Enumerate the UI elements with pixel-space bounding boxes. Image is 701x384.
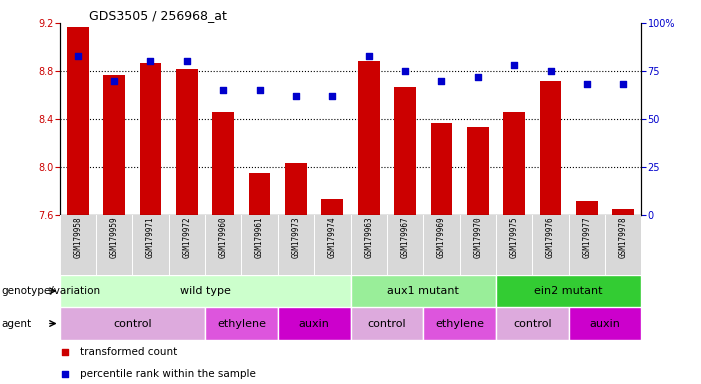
Text: GSM179963: GSM179963 [365, 217, 373, 258]
Bar [350, 275, 496, 307]
Text: aux1 mutant: aux1 mutant [387, 286, 459, 296]
Bar [467, 127, 489, 215]
Text: control: control [113, 318, 151, 329]
Text: GSM179971: GSM179971 [146, 217, 155, 258]
Bar [613, 209, 634, 215]
Text: GSM179969: GSM179969 [437, 217, 446, 258]
Bar [321, 199, 343, 215]
Bar [60, 275, 350, 307]
Bar [350, 307, 423, 340]
Bar [540, 81, 562, 215]
Bar [176, 69, 198, 215]
Point [72, 53, 83, 59]
Text: GSM179960: GSM179960 [219, 217, 228, 258]
Point [290, 93, 301, 99]
Text: auxin: auxin [299, 318, 329, 329]
Point [400, 68, 411, 74]
Bar [139, 63, 161, 215]
Bar [103, 74, 125, 215]
Text: GSM179974: GSM179974 [328, 217, 336, 258]
Point [618, 81, 629, 88]
Point [436, 78, 447, 84]
Bar [358, 61, 380, 215]
Point [145, 58, 156, 65]
Text: GSM179975: GSM179975 [510, 217, 519, 258]
Text: control: control [513, 318, 552, 329]
Point [363, 53, 374, 59]
Text: percentile rank within the sample: percentile rank within the sample [80, 369, 256, 379]
Text: GSM179967: GSM179967 [400, 217, 409, 258]
Text: GSM179978: GSM179978 [619, 217, 627, 258]
Text: ein2 mutant: ein2 mutant [534, 286, 603, 296]
Bar [278, 307, 350, 340]
Point [60, 371, 71, 377]
Text: GSM179977: GSM179977 [583, 217, 592, 258]
Point [581, 81, 592, 88]
Text: agent: agent [1, 318, 32, 329]
Text: GSM179961: GSM179961 [255, 217, 264, 258]
Text: auxin: auxin [590, 318, 620, 329]
Bar [285, 164, 307, 215]
Text: ethylene: ethylene [217, 318, 266, 329]
Bar [496, 307, 569, 340]
Text: wild type: wild type [179, 286, 231, 296]
Bar [496, 275, 641, 307]
Point [182, 58, 193, 65]
Point [545, 68, 556, 74]
Text: GSM179976: GSM179976 [546, 217, 555, 258]
Bar [205, 307, 278, 340]
Text: genotype/variation: genotype/variation [1, 286, 100, 296]
Point [472, 74, 484, 80]
Bar [576, 200, 598, 215]
Bar [60, 307, 205, 340]
Point [60, 349, 71, 355]
Bar [430, 122, 452, 215]
Text: GSM179958: GSM179958 [74, 217, 82, 258]
Text: GSM179972: GSM179972 [182, 217, 191, 258]
Text: control: control [367, 318, 406, 329]
Bar [249, 173, 271, 215]
Bar [503, 112, 525, 215]
Bar [212, 112, 234, 215]
Text: transformed count: transformed count [80, 347, 177, 357]
Bar [67, 26, 88, 215]
Bar [423, 307, 496, 340]
Text: GDS3505 / 256968_at: GDS3505 / 256968_at [88, 9, 226, 22]
Text: GSM179970: GSM179970 [473, 217, 482, 258]
Point [254, 87, 265, 93]
Text: GSM179973: GSM179973 [292, 217, 301, 258]
Text: GSM179959: GSM179959 [109, 217, 118, 258]
Text: ethylene: ethylene [435, 318, 484, 329]
Point [217, 87, 229, 93]
Point [508, 62, 519, 68]
Bar [394, 87, 416, 215]
Bar [569, 307, 641, 340]
Point [109, 78, 120, 84]
Point [327, 93, 338, 99]
